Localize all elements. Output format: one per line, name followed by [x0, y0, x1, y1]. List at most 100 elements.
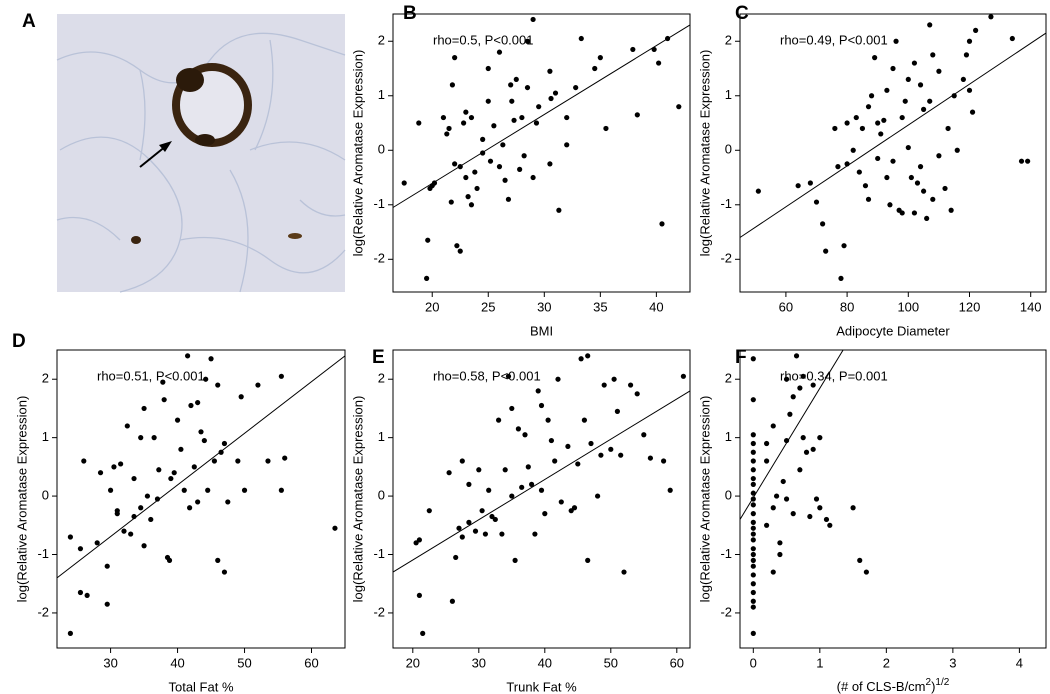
- point: [988, 14, 994, 20]
- point: [416, 537, 422, 543]
- point: [564, 142, 570, 148]
- point: [530, 16, 536, 23]
- point: [548, 437, 555, 444]
- point: [960, 76, 966, 83]
- point: [448, 199, 454, 205]
- panel-letter: D: [12, 331, 26, 352]
- y-tick-label: -2: [37, 604, 49, 619]
- point: [148, 516, 154, 523]
- point: [538, 402, 545, 409]
- point: [868, 93, 875, 99]
- point: [530, 174, 536, 181]
- point: [185, 353, 191, 359]
- point: [872, 55, 878, 61]
- scatter-panel: 30 40 50 60 -2 -1 0 1 2 log(Relative Aromatase Ex…: [12, 331, 346, 694]
- point: [750, 511, 756, 517]
- point: [856, 169, 862, 175]
- point: [954, 147, 960, 153]
- point: [875, 120, 881, 126]
- point: [750, 589, 756, 596]
- point: [509, 405, 515, 412]
- fit-line: [56, 355, 346, 579]
- point: [492, 516, 498, 523]
- point: [416, 592, 422, 599]
- point: [930, 52, 936, 58]
- y-tick-label: 2: [378, 371, 385, 386]
- point: [899, 114, 905, 121]
- point: [783, 437, 790, 444]
- point: [221, 569, 228, 575]
- x-tick-label: 25: [481, 299, 495, 314]
- point: [509, 493, 515, 499]
- x-axis-label: Adipocyte Diameter: [836, 323, 950, 338]
- y-tick-label: 1: [378, 87, 385, 102]
- point: [588, 440, 594, 447]
- point: [969, 109, 976, 115]
- point: [141, 543, 147, 549]
- point: [750, 581, 756, 587]
- point: [144, 493, 151, 499]
- point: [511, 117, 517, 123]
- point: [750, 519, 756, 525]
- point: [973, 27, 979, 33]
- y-tick-label: -2: [720, 251, 732, 266]
- y-tick-label: 2: [725, 371, 732, 386]
- point: [764, 440, 770, 447]
- point: [121, 528, 127, 534]
- point: [472, 528, 479, 534]
- point: [508, 82, 514, 88]
- point: [750, 502, 756, 508]
- point: [945, 125, 951, 132]
- point: [936, 153, 942, 159]
- point: [911, 60, 918, 66]
- point: [332, 525, 338, 531]
- point: [466, 481, 472, 487]
- y-tick-label: 1: [725, 87, 732, 102]
- y-tick-label: 0: [42, 488, 49, 503]
- plot-frame: [56, 349, 346, 649]
- point: [1025, 158, 1031, 164]
- point: [282, 455, 288, 461]
- point: [838, 275, 844, 281]
- x-tick-label: 20: [406, 655, 420, 670]
- x-tick-label: 35: [593, 299, 607, 314]
- point: [930, 196, 936, 202]
- point: [911, 210, 918, 216]
- x-tick-label: 30: [103, 655, 117, 670]
- y-axis-label: log(Relative Aromatase Expression): [14, 396, 29, 603]
- fit-line: [392, 390, 691, 573]
- point: [77, 546, 84, 552]
- point: [592, 65, 598, 72]
- point: [777, 540, 783, 546]
- point: [215, 382, 221, 388]
- point: [750, 630, 756, 636]
- point: [865, 196, 872, 202]
- x-tick-label: 2: [883, 655, 890, 670]
- stained-spot: [288, 233, 302, 239]
- annotation: rho=0.34, P=0.001: [780, 368, 888, 383]
- point: [466, 519, 472, 525]
- x-tick-label: 50: [237, 655, 251, 670]
- point: [181, 487, 187, 493]
- point: [807, 180, 813, 186]
- scatter-panel: 20 30 40 50 60 -2 -1 0 1 2 log(Relative Aromatase …: [350, 347, 691, 694]
- y-tick-label: -1: [37, 546, 49, 561]
- plot-frame: [739, 349, 1047, 649]
- point: [634, 112, 640, 118]
- point: [111, 464, 117, 470]
- point: [878, 131, 884, 137]
- point: [241, 487, 248, 493]
- point: [459, 534, 465, 540]
- x-axis-label-part: ): [931, 679, 935, 694]
- point: [548, 95, 554, 102]
- plot-frame: [392, 349, 691, 649]
- point: [790, 511, 796, 517]
- point: [853, 114, 859, 121]
- point: [198, 429, 204, 435]
- point: [468, 202, 475, 208]
- point: [416, 120, 422, 126]
- point: [525, 464, 531, 470]
- point: [859, 125, 866, 132]
- point: [793, 353, 800, 359]
- point: [485, 65, 491, 72]
